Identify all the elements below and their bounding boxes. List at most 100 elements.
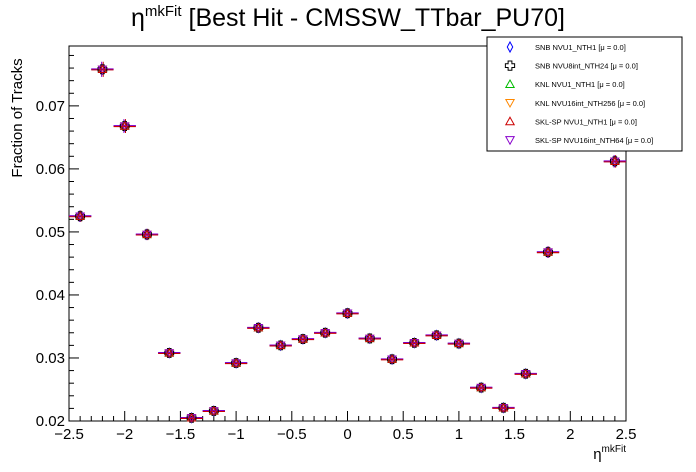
legend-label: SKL-SP NVU1_NTH1 [μ = 0.0] (535, 117, 637, 126)
legend-entry: SNB NVU1_NTH1 [μ = 0.0] (506, 40, 626, 54)
data-point (425, 329, 448, 342)
data-point (202, 405, 225, 417)
data-marker (75, 211, 86, 222)
data-marker (431, 330, 442, 341)
data-marker (364, 333, 375, 344)
data-marker (342, 308, 353, 317)
legend-entry: SKL-SP NVU1_NTH1 [μ = 0.0] (504, 116, 637, 126)
data-marker (454, 338, 464, 348)
legend-entry: SNB NVU8int_NTH24 [μ = 0.0] (504, 60, 638, 71)
x-tick-label: 1 (455, 426, 463, 443)
x-tick-label: 0.5 (393, 426, 414, 443)
x-axis-title: ηmkFit (593, 444, 626, 463)
data-marker (231, 357, 241, 367)
x-axis: −2.5 −2 −1.5 −1 −0.5 0 0.5 1 1.5 2 2.5 (54, 411, 636, 443)
data-marker (231, 358, 241, 368)
data-point (158, 347, 181, 359)
legend-marker (504, 116, 516, 126)
data-point (180, 411, 203, 424)
data-point (358, 332, 381, 345)
legend: SNB NVU1_NTH1 [μ = 0.0] SNB NVU8int_NTH24… (486, 36, 683, 152)
legend-marker (506, 40, 514, 54)
data-marker (275, 340, 286, 350)
data-point (603, 155, 626, 168)
data-point (447, 337, 471, 350)
data-marker (476, 382, 487, 392)
y-tick-label: 0.05 (36, 224, 65, 241)
x-tick-label: 2.5 (616, 426, 637, 443)
data-marker (387, 354, 397, 363)
legend-label: SNB NVU1_NTH1 [μ = 0.0] (535, 43, 626, 52)
y-tick-label: 0.06 (36, 161, 65, 178)
y-tick-label: 0.03 (36, 350, 65, 367)
y-axis-title: Fraction of Tracks (9, 58, 26, 177)
data-marker (275, 340, 286, 351)
data-marker (342, 308, 353, 319)
data-marker (520, 368, 531, 378)
data-marker (520, 368, 531, 379)
y-tick-label: 0.02 (36, 413, 65, 430)
legend-label: KNL NVU16int_NTH256 [μ = 0.0] (535, 99, 645, 108)
data-marker (164, 348, 175, 358)
x-tick-label: 0 (343, 426, 351, 443)
data-marker (409, 337, 420, 347)
data-marker (320, 327, 331, 337)
data-marker (142, 229, 152, 240)
data-point (336, 307, 359, 320)
data-marker (498, 402, 509, 413)
data-marker (409, 337, 420, 348)
data-point (247, 321, 270, 334)
y-tick-label: 0.04 (36, 287, 65, 304)
data-marker (208, 405, 219, 415)
data-marker (476, 382, 487, 393)
x-tick-label: −2 (116, 426, 133, 443)
data-point (269, 339, 292, 352)
x-tick-label: −1 (228, 426, 245, 443)
data-marker (320, 327, 331, 338)
data-marker (142, 229, 152, 239)
data-marker (97, 64, 108, 74)
data-marker (454, 338, 464, 349)
data-marker (364, 333, 375, 343)
legend-box (486, 36, 683, 152)
x-tick-label: −1.5 (166, 426, 196, 443)
x-tick-label: 1.5 (504, 426, 525, 443)
data-marker (253, 322, 264, 332)
data-point (224, 357, 248, 369)
data-marker (97, 64, 108, 75)
legend-entry: SKL-SP NVU16int_NTH64 [μ = 0.0] (504, 136, 653, 146)
data-marker (119, 121, 130, 130)
data-point (291, 333, 315, 345)
data-point (135, 228, 159, 241)
data-point (69, 210, 92, 223)
data-marker (298, 334, 308, 344)
legend-marker (504, 78, 516, 89)
data-points (69, 61, 626, 424)
data-marker (610, 156, 620, 166)
legend-label: SNB NVU8int_NTH24 [μ = 0.0] (535, 62, 638, 71)
data-point (113, 119, 136, 133)
legend-label: SKL-SP NVU16int_NTH64 [μ = 0.0] (535, 136, 653, 145)
data-marker (253, 322, 264, 333)
data-point (314, 326, 337, 339)
x-tick-label: 2 (566, 426, 574, 443)
data-marker (609, 156, 620, 167)
data-marker (119, 121, 130, 131)
x-tick-label: −0.5 (277, 426, 307, 443)
data-point (514, 367, 537, 380)
legend-entry: KNL NVU16int_NTH256 [μ = 0.0] (504, 99, 645, 109)
data-point (536, 246, 560, 258)
data-point (380, 353, 404, 366)
data-marker (164, 347, 175, 357)
legend-label: KNL NVU1_NTH1 [μ = 0.0] (535, 80, 625, 89)
data-marker (186, 412, 197, 422)
data-marker (208, 406, 219, 416)
chart-title: ηmkFit [Best Hit - CMSSW_TTbar_PU70] (131, 3, 565, 32)
data-marker (75, 211, 85, 220)
data-point (470, 381, 493, 394)
data-marker (387, 354, 397, 365)
data-marker (498, 402, 509, 412)
data-marker (431, 330, 442, 339)
data-marker (543, 247, 553, 257)
